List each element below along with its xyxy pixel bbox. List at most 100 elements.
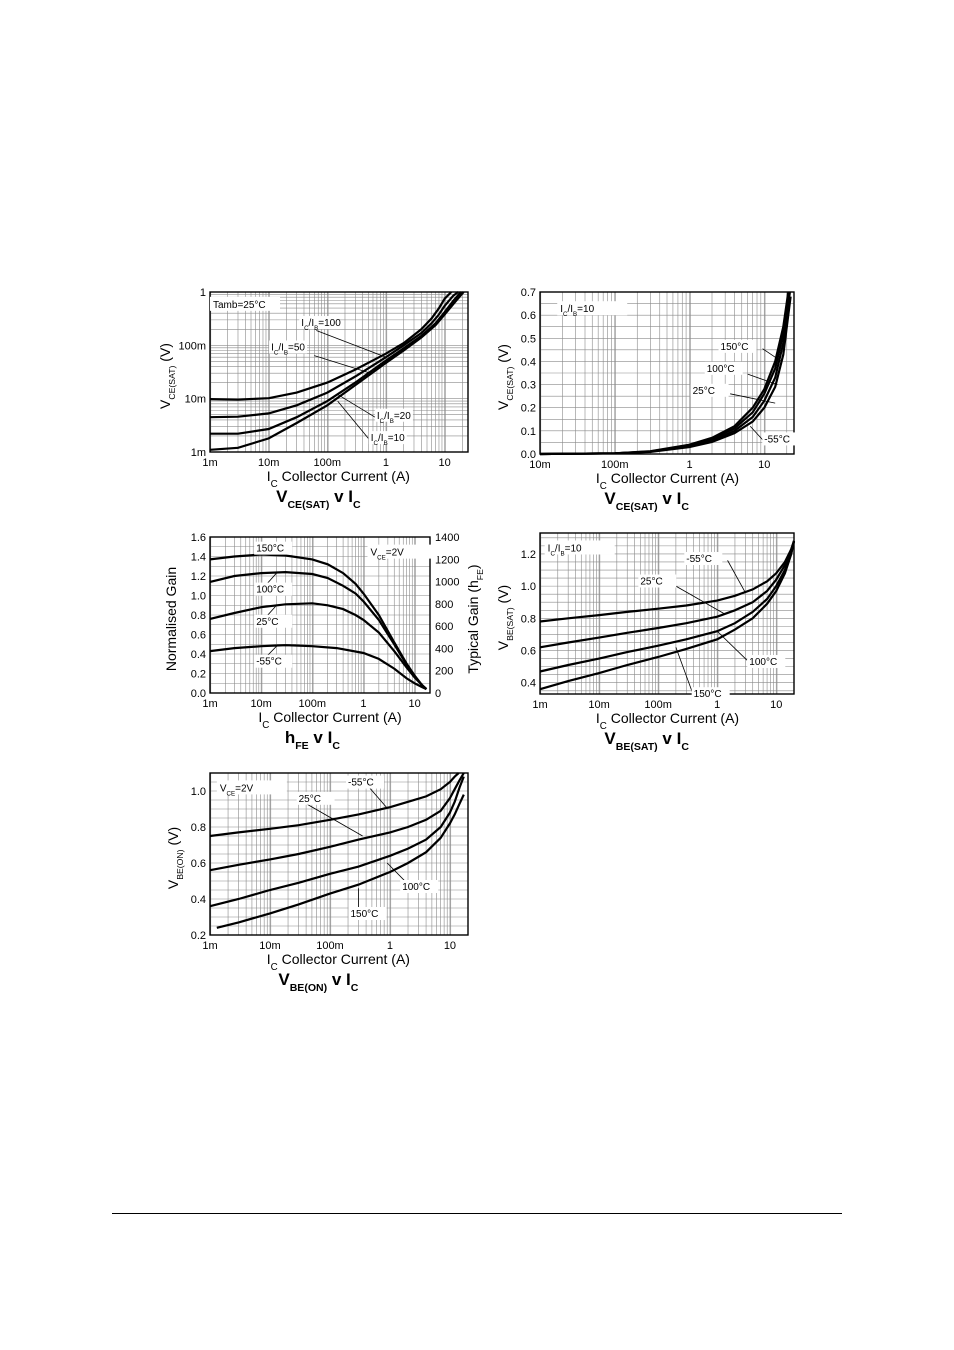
series-label-bg (704, 361, 743, 375)
series-line-1 (209, 291, 459, 419)
series-label-bg (269, 340, 308, 354)
x-tick-label: 1 (360, 698, 366, 710)
y-tick-label: 0.7 (521, 287, 536, 299)
series-label-bg (718, 339, 757, 353)
y-tick-label: 0.2 (521, 403, 536, 415)
label-leader (305, 803, 363, 837)
x-tick-label: 100m (314, 457, 342, 469)
series-label: 150°C (694, 689, 722, 700)
x-tick-label: 100m (299, 698, 327, 710)
x-tick-label: 10 (770, 699, 782, 711)
series-line-2 (209, 776, 465, 908)
x-axis-label: IC Collector Current (A) (258, 709, 401, 731)
y-tick-label: 0.8 (191, 822, 206, 834)
series-label-bg (684, 551, 723, 565)
series-line-3 (209, 291, 465, 451)
x-tick-label: 10 (758, 459, 770, 471)
annotation-text: IC/IB=10 (560, 304, 594, 318)
series-line-3 (209, 644, 427, 691)
x-tick-label: 10 (444, 940, 456, 952)
series-label-bg (346, 775, 385, 789)
series-line-0 (209, 291, 453, 401)
grid (209, 772, 469, 936)
plot-frame (539, 532, 795, 695)
series-label: -55°C (764, 434, 790, 445)
x-tick-label: 1m (532, 699, 547, 711)
y-tick-label: 10m (185, 394, 206, 406)
label-leader (314, 355, 369, 373)
series-line-2 (209, 602, 428, 690)
x-tick-label: 10 (439, 457, 451, 469)
y-axis-label: Normalised Gain (163, 567, 179, 671)
x-tick-label: 1 (387, 940, 393, 952)
series-label-bg (374, 408, 413, 422)
y2-tick-label: 1400 (435, 532, 459, 544)
x-tick-label: 10 (408, 698, 420, 710)
y2-tick-label: 1000 (435, 577, 459, 589)
series-label: 100°C (707, 364, 735, 375)
y-tick-label: 1.2 (521, 549, 536, 561)
y2-axis-label: Typical Gain (hFE) (465, 564, 485, 673)
series-line-3 (216, 794, 465, 929)
series-label-bg (254, 541, 293, 555)
y-tick-label: 0.0 (521, 449, 536, 461)
x-tick-label: 100m (316, 940, 344, 952)
x-tick-label: 10m (258, 457, 279, 469)
y-tick-label: 1.6 (191, 532, 206, 544)
y-tick-label: 0.6 (191, 858, 206, 870)
chart-title: VBE(SAT) v IC (604, 729, 689, 753)
y-tick-label: 0.4 (191, 894, 206, 906)
annotation-text: VCE=2V (220, 783, 254, 797)
series-label-bg (348, 907, 387, 920)
series-label: -55°C (256, 657, 282, 668)
series-label: 150°C (256, 544, 284, 555)
chart-vcesat_lin: 10m 100m 1 10 0.0 0.1 0.2 0.3 0.4 0.5 0.6 0.7 IC Col… (495, 287, 801, 513)
x-tick-label: 100m (644, 699, 672, 711)
grid (539, 291, 794, 455)
y-tick-label: 0.3 (521, 380, 536, 392)
x-tick-label: 1 (714, 699, 720, 711)
y2-tick-label: 0 (435, 688, 441, 700)
annotation-bg (216, 780, 287, 795)
grid (539, 533, 795, 694)
y-tick-label: 0.8 (191, 610, 206, 622)
label-leader (727, 560, 746, 593)
annotation-bg (210, 296, 280, 311)
chart-title: VCE(SAT) v IC (604, 489, 689, 513)
series-line-0 (209, 772, 460, 838)
label-leader (337, 400, 369, 439)
chart-vbesat: 1m 10m 100m 1 10 0.4 0.6 0.8 1.0 1.2 IC Collector … (495, 532, 796, 753)
series-label-bg (254, 654, 293, 668)
series-label: IC/IB=50 (271, 343, 305, 357)
y-axis-label: VBE(SAT) (V) (495, 585, 515, 650)
y-tick-label: 1.4 (191, 552, 206, 564)
label-leader (368, 787, 388, 809)
series-line-3 (539, 296, 792, 456)
series-label: -55°C (686, 554, 712, 565)
label-leader (747, 373, 778, 385)
x-tick-label: 1 (383, 457, 389, 469)
x-tick-label: 10m (250, 698, 271, 710)
x-axis-label: IC Collector Current (A) (596, 470, 739, 492)
y-tick-label: 0.0 (191, 688, 206, 700)
y-tick-label: 0.6 (191, 630, 206, 642)
series-label: 100°C (749, 657, 777, 668)
y-tick-label: 0.6 (521, 310, 536, 322)
y-tick-label: 1.0 (521, 581, 536, 593)
series-label-bg (296, 791, 335, 805)
label-leader (716, 630, 748, 661)
series-line-0 (539, 540, 796, 623)
y-tick-label: 0.4 (521, 356, 536, 368)
chart-hfe: 1m 10m 100m 1 10 0.0 0.2 0.4 0.6 0.8 1.0 1.2 1.4 1.6 0… (163, 532, 485, 752)
series-label-bg (691, 687, 730, 701)
y2-tick-label: 400 (435, 643, 453, 655)
x-tick-label: 1m (202, 940, 217, 952)
x-tick-label: 10m (588, 699, 609, 711)
y2-tick-label: 200 (435, 666, 453, 678)
label-leader (675, 585, 725, 614)
series-label: IC/IB=100 (301, 318, 341, 332)
plot-frame (209, 536, 431, 694)
label-leader (762, 348, 782, 362)
chart-title: hFE v IC (285, 728, 340, 752)
